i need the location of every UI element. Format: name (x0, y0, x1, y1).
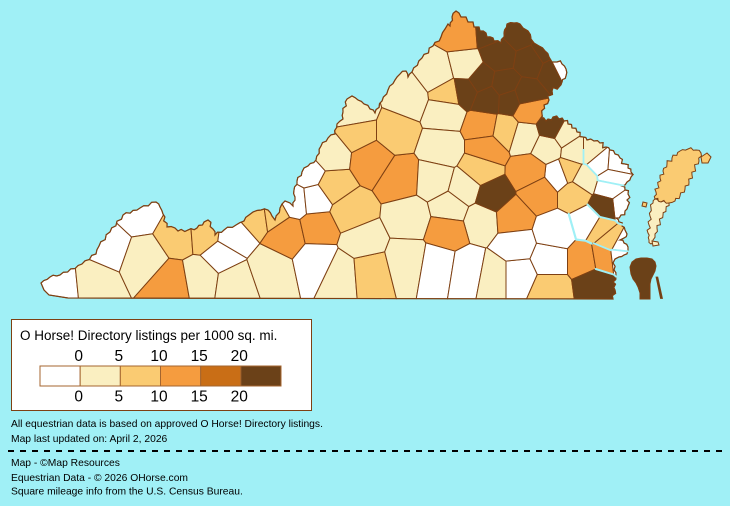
svg-text:15: 15 (191, 348, 208, 365)
svg-text:20: 20 (231, 348, 249, 365)
svg-text:20: 20 (231, 389, 249, 406)
svg-text:10: 10 (150, 348, 168, 365)
svg-text:All equestrian data is based o: All equestrian data is based on approved… (11, 419, 323, 430)
svg-text:Map - ©Map Resources: Map - ©Map Resources (11, 458, 120, 469)
svg-text:Square mileage info from the U: Square mileage info from the U.S. Census… (11, 487, 243, 498)
svg-text:Map last updated on: April 2,: Map last updated on: April 2, 2026 (11, 434, 168, 445)
svg-text:0: 0 (74, 389, 83, 406)
svg-text:5: 5 (114, 389, 123, 406)
svg-text:15: 15 (191, 389, 208, 406)
svg-text:10: 10 (150, 389, 168, 406)
svg-text:Equestrian Data - © 2026 OHors: Equestrian Data - © 2026 OHorse.com (11, 473, 188, 484)
svg-text:5: 5 (114, 348, 123, 365)
svg-text:O Horse! Directory listings pe: O Horse! Directory listings per 1000 sq.… (20, 328, 277, 343)
svg-text:0: 0 (74, 348, 83, 365)
